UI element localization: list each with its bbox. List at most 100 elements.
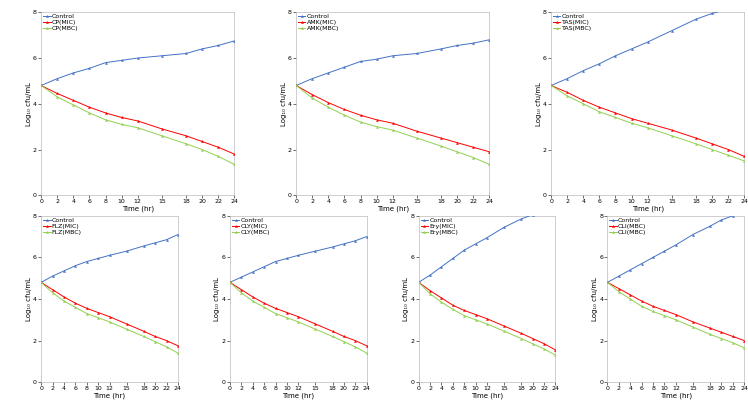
- CLY(MIC): [351, 338, 360, 343]
- CLY(MBC): [271, 311, 280, 316]
- Control: [133, 55, 142, 60]
- CP(MIC): [69, 98, 78, 103]
- CP(MBC): [53, 95, 62, 99]
- AMK(MIC): [292, 83, 301, 88]
- Control: [614, 274, 623, 279]
- Ery(MIC): [500, 323, 509, 328]
- Control: [174, 232, 183, 237]
- Ery(MIC): [551, 348, 560, 353]
- Line: Control: Control: [40, 233, 179, 284]
- Y-axis label: Log₁₀ cfu/mL: Log₁₀ cfu/mL: [25, 82, 31, 126]
- X-axis label: Time (hr): Time (hr): [377, 206, 408, 212]
- TAS(MIC): [579, 98, 588, 103]
- CLI(MBC): [705, 332, 714, 337]
- Control: [362, 234, 371, 239]
- Ery(MBC): [500, 329, 509, 334]
- CLY(MBC): [248, 299, 257, 304]
- Control: [311, 249, 320, 254]
- Control: [71, 263, 80, 268]
- X-axis label: Time (hr): Time (hr): [631, 206, 663, 212]
- Control: [437, 46, 446, 51]
- FLZ(MIC): [150, 334, 159, 339]
- CLI(MBC): [660, 308, 669, 313]
- Control: [603, 280, 612, 285]
- Ery(MBC): [517, 336, 526, 341]
- FLZ(MBC): [37, 280, 46, 285]
- FLZ(MBC): [48, 290, 57, 295]
- Control: [469, 41, 478, 46]
- CLY(MBC): [328, 334, 337, 339]
- CP(MBC): [117, 122, 126, 127]
- Control: [328, 245, 337, 249]
- FLZ(MBC): [94, 315, 102, 320]
- Control: [388, 53, 397, 58]
- CLY(MIC): [328, 329, 337, 334]
- Ery(MBC): [471, 317, 480, 322]
- Control: [729, 213, 738, 218]
- CP(MBC): [197, 147, 206, 152]
- Line: Control: Control: [295, 39, 491, 87]
- Control: [562, 76, 571, 81]
- CP(MBC): [230, 162, 239, 167]
- Line: FLZ(MIC): FLZ(MIC): [40, 281, 179, 347]
- Control: [48, 274, 57, 279]
- Control: [157, 53, 166, 58]
- AMK(MBC): [356, 120, 365, 125]
- CP(MIC): [37, 83, 46, 88]
- CLY(MBC): [311, 327, 320, 332]
- Control: [292, 83, 301, 88]
- CP(MIC): [85, 105, 94, 110]
- Control: [230, 39, 239, 44]
- TAS(MBC): [740, 159, 748, 164]
- Control: [94, 256, 102, 261]
- CLY(MIC): [283, 310, 292, 315]
- Control: [351, 238, 360, 243]
- CLY(MBC): [340, 339, 349, 344]
- Line: TAS(MIC): TAS(MIC): [550, 84, 745, 157]
- CLI(MBC): [672, 317, 681, 322]
- Control: [197, 46, 206, 51]
- Control: [637, 261, 646, 266]
- AMK(MIC): [485, 149, 494, 154]
- Line: CP(MIC): CP(MIC): [40, 84, 236, 155]
- AMK(MBC): [412, 136, 421, 141]
- TAS(MBC): [547, 83, 556, 88]
- AMK(MIC): [469, 145, 478, 150]
- Ery(MIC): [448, 303, 457, 308]
- Control: [611, 53, 620, 58]
- Line: Control: Control: [607, 208, 745, 284]
- Control: [649, 255, 657, 260]
- CLY(MIC): [248, 294, 257, 299]
- X-axis label: Time (hr): Time (hr): [282, 393, 314, 399]
- FLZ(MIC): [122, 321, 131, 326]
- X-axis label: Time (hr): Time (hr): [122, 206, 154, 212]
- CLI(MBC): [688, 319, 697, 324]
- Control: [237, 275, 246, 279]
- Control: [372, 57, 381, 62]
- CP(MIC): [157, 127, 166, 132]
- Control: [53, 76, 62, 81]
- Control: [460, 248, 469, 253]
- CLI(MBC): [637, 299, 646, 304]
- CP(MBC): [157, 133, 166, 138]
- AMK(MBC): [372, 124, 381, 129]
- TAS(MIC): [611, 111, 620, 115]
- Control: [660, 249, 669, 254]
- Legend: Control, FLZ(MIC), FLZ(MBC): Control, FLZ(MIC), FLZ(MBC): [43, 217, 82, 235]
- Y-axis label: Log₁₀ cfu/mL: Log₁₀ cfu/mL: [25, 277, 31, 321]
- CP(MIC): [53, 91, 62, 96]
- Control: [691, 17, 700, 22]
- Control: [412, 51, 421, 56]
- Control: [105, 253, 114, 258]
- Control: [426, 272, 435, 277]
- CLI(MBC): [603, 280, 612, 285]
- CLI(MBC): [603, 280, 612, 285]
- Line: CP(MBC): CP(MBC): [40, 84, 236, 165]
- AMK(MBC): [437, 143, 446, 148]
- FLZ(MBC): [82, 311, 91, 316]
- CLY(MIC): [225, 280, 234, 285]
- Y-axis label: Log₁₀ cfu/mL: Log₁₀ cfu/mL: [536, 82, 542, 126]
- Ery(MBC): [482, 321, 491, 326]
- FLZ(MBC): [174, 351, 183, 356]
- TAS(MIC): [708, 141, 717, 146]
